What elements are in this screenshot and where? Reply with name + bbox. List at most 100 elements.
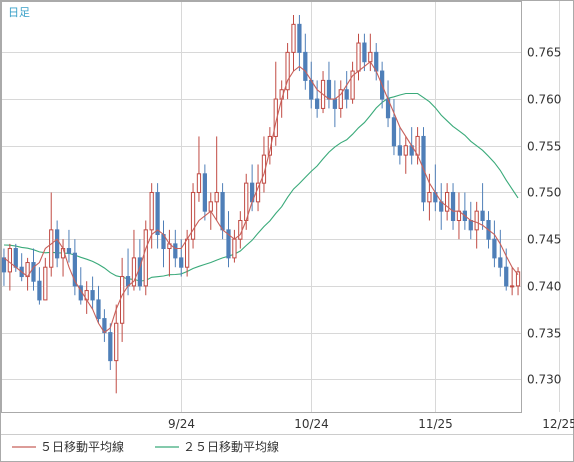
- candle: [226, 211, 231, 268]
- candle-body: [49, 229, 54, 268]
- candle-body: [326, 79, 332, 100]
- candle: [297, 15, 302, 72]
- y-tick-label: 0.765: [527, 46, 561, 60]
- candle: [190, 183, 196, 249]
- candle: [72, 239, 77, 296]
- candle: [391, 99, 397, 156]
- candle-body: [185, 238, 190, 268]
- y-tick-label: 0.730: [527, 373, 561, 387]
- candle-body: [498, 257, 503, 268]
- candle-body: [66, 248, 72, 254]
- candle: [108, 323, 113, 370]
- candle-body: [492, 238, 497, 259]
- candle-body: [468, 220, 473, 231]
- candle: [155, 183, 160, 249]
- candle-body: [190, 191, 196, 240]
- candle: [90, 276, 95, 310]
- candle-body: [291, 23, 296, 53]
- candle-body: [427, 191, 432, 203]
- ma5-line: [3, 60, 519, 334]
- candle-body: [450, 191, 456, 222]
- candle-body: [238, 220, 243, 240]
- candle-body: [515, 271, 521, 287]
- candle-body: [356, 42, 361, 72]
- candle: [303, 33, 308, 90]
- x-tick-label: 10/24: [294, 417, 329, 431]
- candle-body: [510, 285, 515, 288]
- x-axis: 9/24 10/24 11/25 12/25: [168, 417, 574, 431]
- legend: ５日移動平均線 ２５日移動平均線: [12, 439, 279, 454]
- candle-body: [397, 145, 402, 156]
- candle-body: [445, 191, 450, 212]
- y-axis: 0.730 0.735 0.740 0.745 0.750 0.755 0.760 0.765: [527, 46, 561, 387]
- candle: [338, 80, 343, 118]
- y-tick-label: 0.760: [527, 93, 561, 107]
- candle-body: [202, 173, 207, 212]
- candle: [31, 248, 36, 291]
- candle: [143, 220, 148, 296]
- candle-body: [173, 243, 178, 259]
- candle-body: [13, 248, 18, 268]
- candle-body: [120, 276, 125, 324]
- legend-item-ma5: ５日移動平均線: [12, 439, 124, 454]
- candle-body: [43, 266, 48, 301]
- y-tick-label: 0.735: [527, 327, 561, 341]
- plot-area: [1, 1, 522, 413]
- legend-item-ma25: ２５日移動平均線: [155, 439, 279, 454]
- candle-body: [1, 257, 7, 273]
- period-label: 日足: [8, 6, 30, 19]
- candle-body: [344, 89, 349, 100]
- x-tick-label: 12/25: [542, 417, 574, 431]
- candle: [403, 136, 408, 174]
- candle: [315, 80, 320, 118]
- x-tick-label: 9/24: [168, 417, 195, 431]
- candle-body: [338, 89, 343, 109]
- y-tick-label: 0.750: [527, 186, 561, 200]
- legend-label-ma25: ２５日移動平均線: [183, 439, 279, 454]
- candle: [450, 183, 456, 230]
- candle-body: [220, 191, 225, 231]
- candle-body: [332, 98, 337, 109]
- ma25-series: [3, 92, 519, 282]
- candle-body: [108, 332, 113, 362]
- candle-body: [391, 117, 397, 147]
- candle-body: [374, 51, 379, 72]
- candle: [179, 239, 184, 277]
- candle: [510, 267, 515, 296]
- candle: [427, 173, 432, 221]
- candle-body: [131, 257, 137, 287]
- candle: [445, 183, 450, 221]
- candle: [480, 183, 485, 230]
- candle-body: [232, 238, 237, 259]
- candle: [66, 229, 72, 263]
- candle-body: [362, 42, 367, 63]
- candle: [37, 267, 42, 305]
- candle-body: [208, 201, 213, 212]
- candle-body: [96, 299, 101, 320]
- candle: [344, 71, 349, 109]
- candle: [214, 136, 219, 221]
- candle: [196, 136, 202, 202]
- candle: [498, 229, 503, 277]
- candle-body: [214, 191, 219, 203]
- candle-body: [226, 229, 231, 259]
- candle-body: [143, 229, 148, 287]
- candle-body: [72, 252, 77, 287]
- candle-body: [480, 210, 485, 222]
- candle-body: [179, 257, 184, 268]
- candle-body: [90, 290, 95, 301]
- candle: [362, 33, 367, 72]
- candle-body: [155, 191, 160, 236]
- candle-body: [315, 98, 320, 109]
- candle-body: [244, 182, 249, 222]
- candle-body: [474, 210, 479, 231]
- candle-body: [7, 248, 12, 273]
- candle-body: [403, 145, 408, 156]
- candle: [515, 267, 521, 296]
- x-tick-label: 11/25: [418, 417, 453, 431]
- candle-body: [149, 191, 154, 231]
- candle-body: [285, 51, 290, 91]
- candle: [397, 127, 402, 165]
- candle: [202, 164, 207, 221]
